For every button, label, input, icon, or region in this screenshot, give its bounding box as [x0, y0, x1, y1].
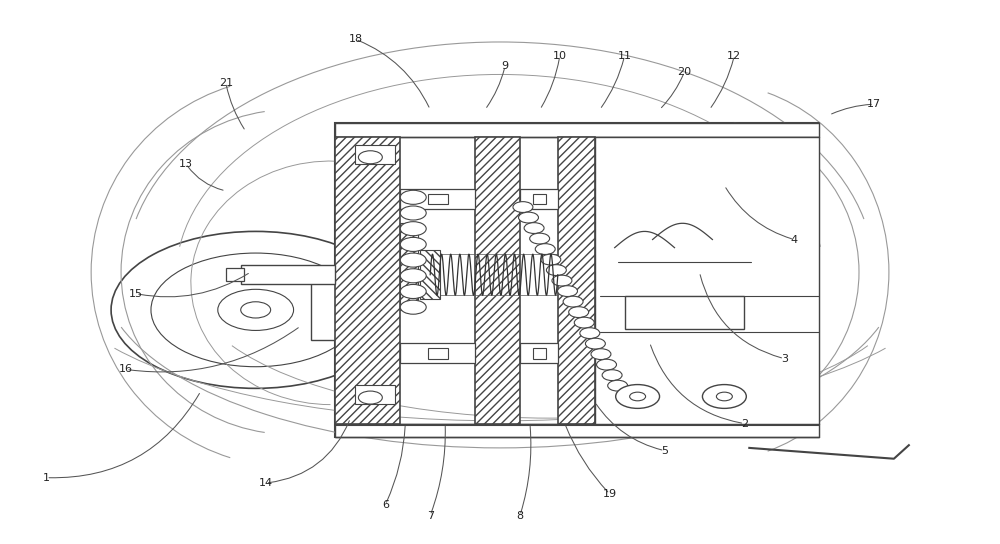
Circle shape: [400, 253, 426, 267]
Circle shape: [519, 212, 538, 223]
Text: 1: 1: [43, 473, 50, 483]
Bar: [400, 343, 475, 363]
Text: 3: 3: [781, 354, 788, 363]
Circle shape: [602, 370, 622, 381]
Bar: [355, 385, 395, 404]
Bar: [335, 123, 819, 437]
Bar: [595, 137, 819, 424]
Circle shape: [400, 269, 426, 283]
Bar: [335, 137, 400, 424]
Circle shape: [400, 206, 426, 220]
Circle shape: [569, 307, 589, 318]
Bar: [520, 189, 558, 209]
Text: 15: 15: [129, 289, 143, 299]
Bar: [533, 348, 546, 358]
Circle shape: [151, 253, 360, 367]
Circle shape: [608, 380, 628, 391]
Text: 16: 16: [119, 364, 133, 374]
Circle shape: [111, 231, 400, 388]
Bar: [400, 223, 418, 310]
Bar: [428, 194, 448, 205]
Text: 7: 7: [427, 511, 434, 521]
Bar: [533, 194, 546, 205]
Circle shape: [558, 286, 577, 296]
Circle shape: [563, 296, 583, 307]
Circle shape: [580, 327, 600, 338]
Text: 6: 6: [382, 500, 389, 510]
Text: 20: 20: [677, 67, 692, 77]
Circle shape: [716, 392, 732, 401]
Bar: [625, 296, 744, 329]
Circle shape: [524, 222, 544, 233]
Bar: [355, 145, 395, 164]
Circle shape: [400, 237, 426, 251]
Text: 4: 4: [791, 234, 798, 244]
Circle shape: [585, 338, 605, 349]
Circle shape: [530, 233, 550, 244]
Circle shape: [218, 289, 294, 330]
Circle shape: [535, 244, 555, 255]
Bar: [335, 424, 819, 437]
Text: 10: 10: [553, 51, 567, 60]
Bar: [475, 137, 520, 424]
Text: 2: 2: [741, 418, 748, 429]
Circle shape: [241, 302, 271, 318]
Text: 11: 11: [618, 51, 632, 60]
Text: 5: 5: [661, 446, 668, 456]
Bar: [420, 250, 440, 299]
Circle shape: [400, 221, 426, 236]
Text: 21: 21: [219, 78, 233, 88]
Bar: [241, 265, 335, 285]
Circle shape: [400, 300, 426, 314]
Text: 9: 9: [501, 61, 509, 71]
Text: 12: 12: [727, 51, 741, 60]
Circle shape: [400, 285, 426, 299]
Bar: [335, 123, 819, 137]
Text: 14: 14: [259, 478, 273, 488]
Text: 13: 13: [179, 159, 193, 169]
Circle shape: [702, 385, 746, 409]
Bar: [558, 137, 595, 424]
Circle shape: [630, 392, 646, 401]
Circle shape: [541, 254, 561, 265]
Text: 17: 17: [867, 99, 881, 109]
Circle shape: [574, 317, 594, 328]
Circle shape: [546, 265, 566, 275]
Bar: [226, 268, 244, 281]
Circle shape: [400, 190, 426, 205]
Circle shape: [616, 385, 660, 409]
Circle shape: [552, 275, 572, 286]
Circle shape: [358, 391, 382, 404]
Circle shape: [358, 151, 382, 164]
Bar: [520, 343, 558, 363]
Bar: [400, 189, 475, 209]
Bar: [428, 348, 448, 358]
Text: 18: 18: [348, 34, 362, 44]
Text: 19: 19: [603, 489, 617, 499]
Text: 8: 8: [516, 511, 524, 521]
Bar: [311, 283, 340, 339]
Circle shape: [513, 202, 533, 213]
Circle shape: [597, 359, 616, 370]
Circle shape: [591, 349, 611, 360]
